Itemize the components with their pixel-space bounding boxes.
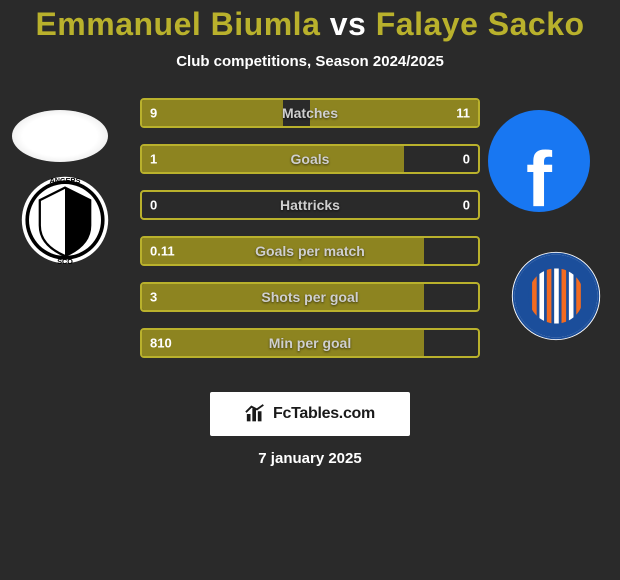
snapshot-date: 7 january 2025: [0, 450, 620, 467]
stat-label: Min per goal: [269, 335, 351, 351]
stat-row: 3 Shots per goal: [140, 282, 480, 312]
stat-value-left: 810: [150, 336, 172, 351]
stat-value-right: 11: [456, 106, 470, 121]
stats-comparison: 9 11 Matches 1 0 Goals 0 0 Hattricks 0.11 Goals pe…: [0, 98, 620, 378]
player2-name: Falaye Sacko: [376, 6, 585, 42]
vs-word: vs: [330, 6, 367, 42]
stat-row: 1 0 Goals: [140, 144, 480, 174]
stat-value-left: 9: [150, 106, 157, 121]
stat-label: Matches: [282, 105, 338, 121]
stat-label: Goals per match: [255, 243, 365, 259]
fctables-label: FcTables.com: [273, 405, 375, 423]
stat-row: 0 0 Hattricks: [140, 190, 480, 220]
stat-value-left: 0.11: [150, 244, 175, 259]
stat-label: Goals: [291, 151, 330, 167]
stat-value-left: 0: [150, 198, 157, 213]
stat-row: 0.11 Goals per match: [140, 236, 480, 266]
stat-value-right: 0: [463, 152, 470, 167]
stat-bar-left: [142, 146, 404, 172]
fctables-badge[interactable]: FcTables.com: [210, 392, 410, 436]
stat-row: 810 Min per goal: [140, 328, 480, 358]
player1-name: Emmanuel Biumla: [35, 6, 320, 42]
fctables-chart-icon: [245, 403, 267, 425]
stat-label: Shots per goal: [261, 289, 358, 305]
comparison-title: Emmanuel Biumla vs Falaye Sacko: [0, 0, 620, 43]
stat-bar-left: [142, 100, 283, 126]
stat-label: Hattricks: [280, 197, 340, 213]
stat-value-right: 0: [463, 198, 470, 213]
subtitle: Club competitions, Season 2024/2025: [0, 53, 620, 70]
stat-row: 9 11 Matches: [140, 98, 480, 128]
stat-value-left: 1: [150, 152, 157, 167]
stat-value-left: 3: [150, 290, 157, 305]
